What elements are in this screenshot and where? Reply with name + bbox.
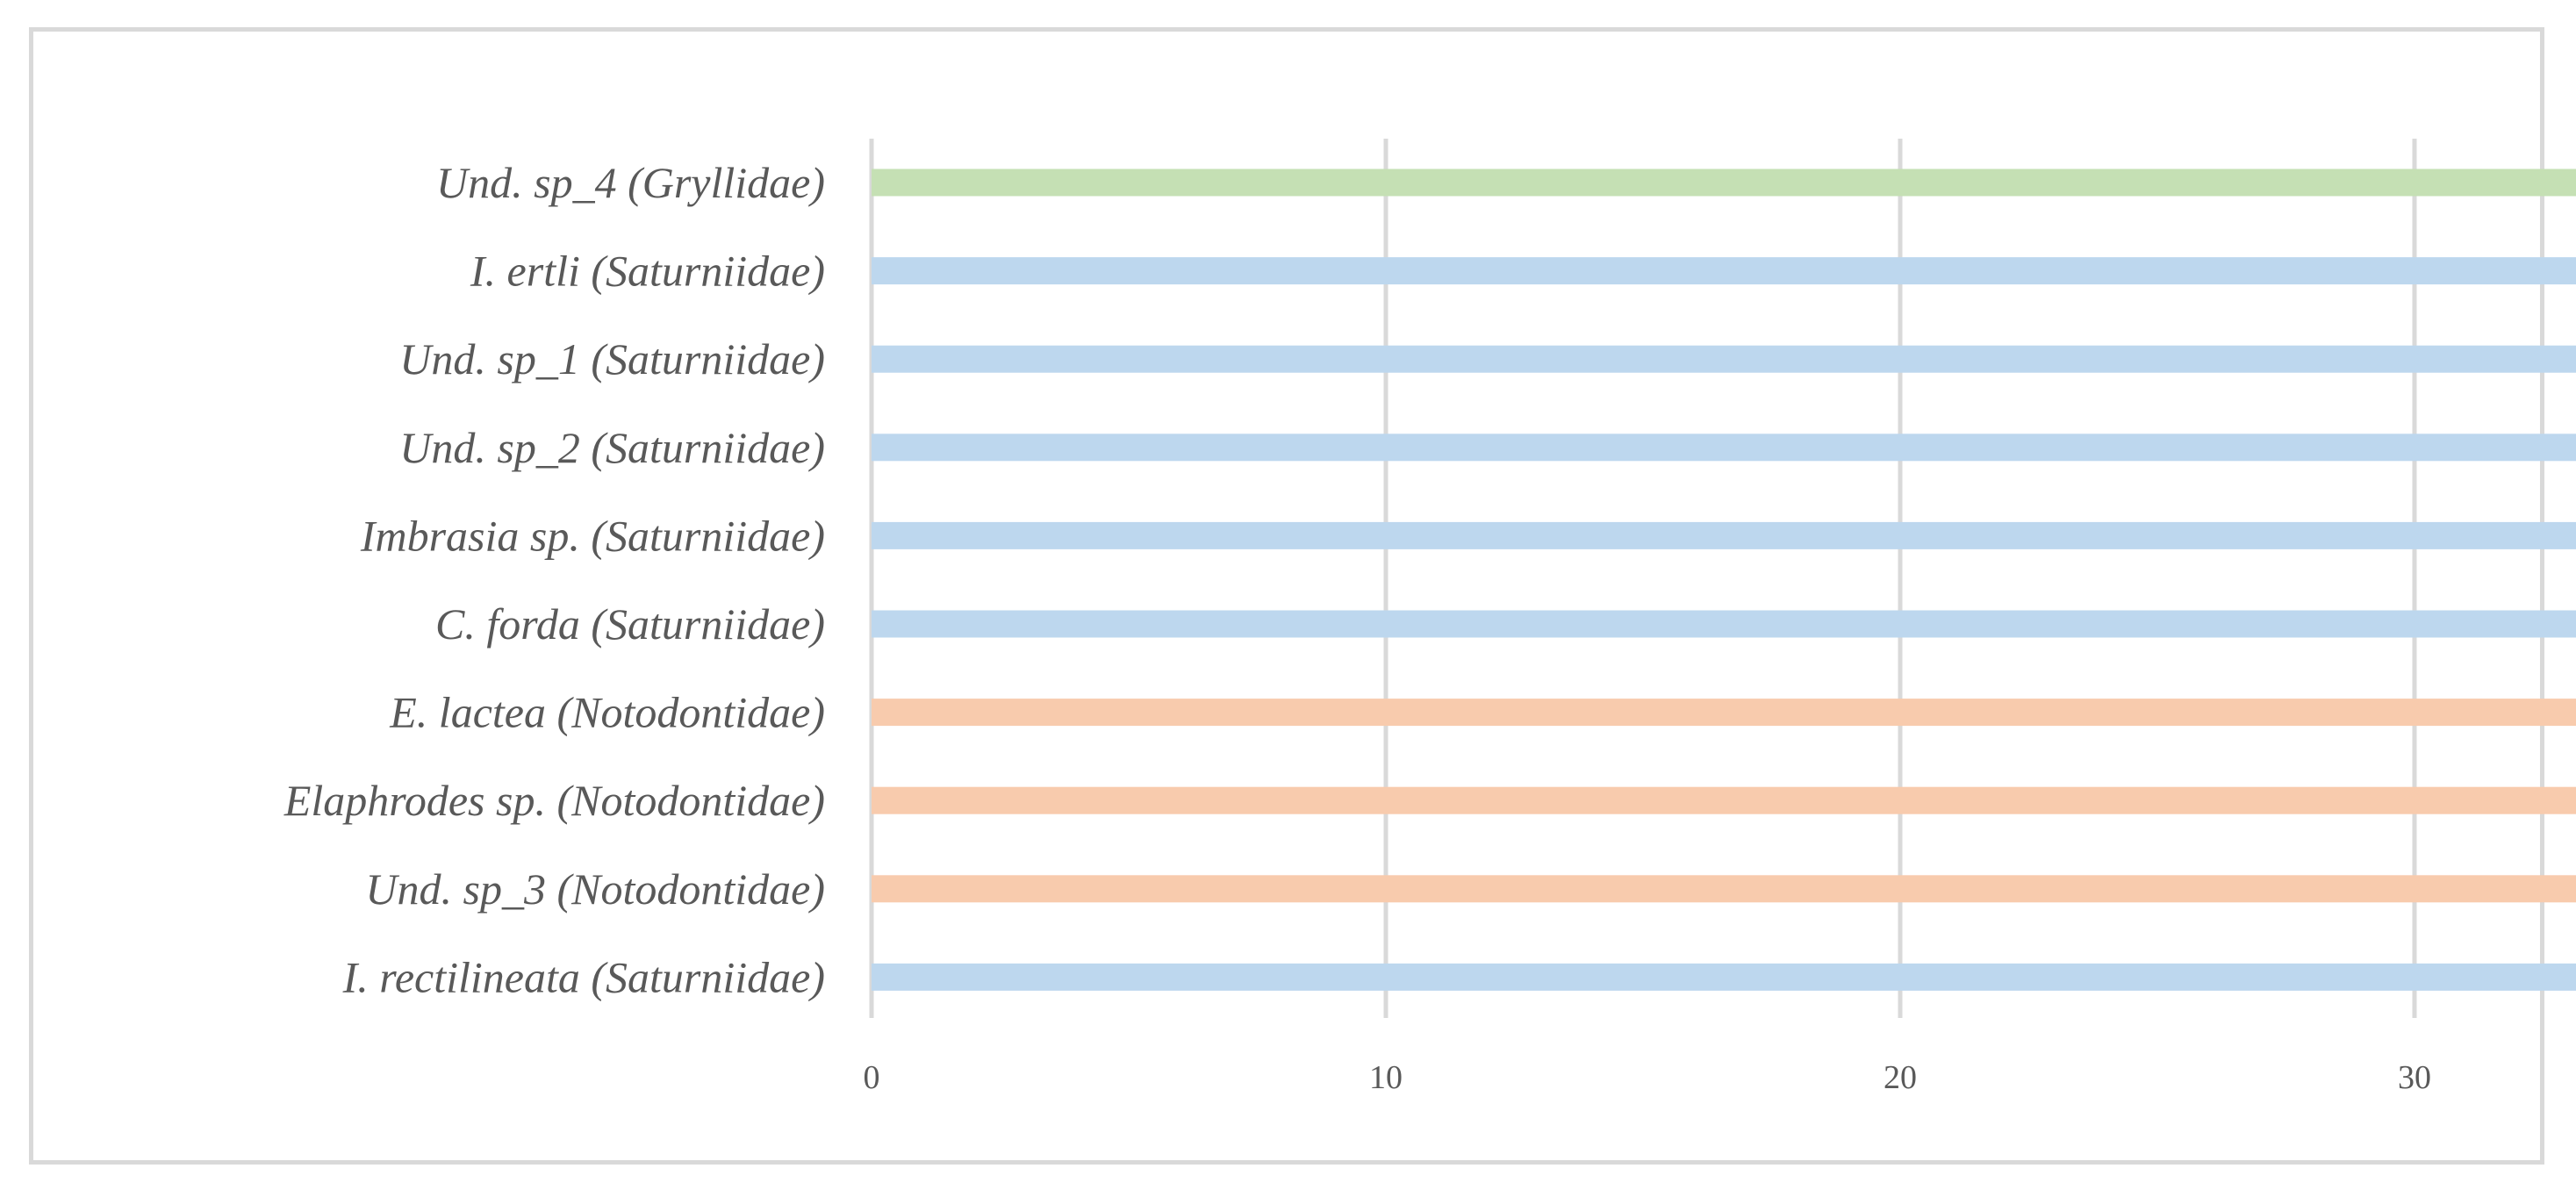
x-tick-label: 20 bbox=[1884, 1059, 1917, 1096]
bar bbox=[872, 610, 2576, 638]
bar bbox=[872, 345, 2576, 373]
bar bbox=[872, 875, 2576, 903]
bar bbox=[872, 786, 2576, 814]
bar bbox=[872, 699, 2576, 727]
category-label: Imbrasia sp. (Saturniidae) bbox=[360, 511, 825, 560]
category-label: Und. sp_2 (Saturniidae) bbox=[399, 423, 825, 472]
bars bbox=[872, 168, 2576, 991]
category-label: Und. sp_3 (Notodontidae) bbox=[365, 864, 825, 914]
x-axis-tick-labels: 01020304050 bbox=[864, 1059, 2432, 1096]
bar bbox=[872, 168, 2576, 197]
category-label: Und. sp_1 (Saturniidae) bbox=[399, 334, 825, 383]
category-label: I. rectilineata (Saturniidae) bbox=[342, 952, 825, 1001]
x-tick-label: 0 bbox=[864, 1059, 880, 1096]
bar bbox=[872, 434, 2576, 462]
bar bbox=[872, 963, 2576, 991]
category-label: Elaphrodes sp. (Notodontidae) bbox=[283, 776, 825, 825]
category-label: I. ertli (Saturniidae) bbox=[470, 247, 825, 296]
category-label: E. lactea (Notodontidae) bbox=[389, 688, 825, 737]
category-labels: Und. sp_4 (Gryllidae) I. ertli (Saturniid… bbox=[283, 158, 825, 1001]
bar bbox=[872, 257, 2576, 285]
x-tick-label: 30 bbox=[2398, 1059, 2431, 1096]
category-label: C. forda (Saturniidae) bbox=[435, 599, 825, 649]
x-tick-label: 10 bbox=[1369, 1059, 1403, 1096]
gridlines bbox=[869, 139, 2417, 1018]
bar bbox=[872, 521, 2576, 549]
category-label: Und. sp_4 (Gryllidae) bbox=[436, 158, 825, 207]
